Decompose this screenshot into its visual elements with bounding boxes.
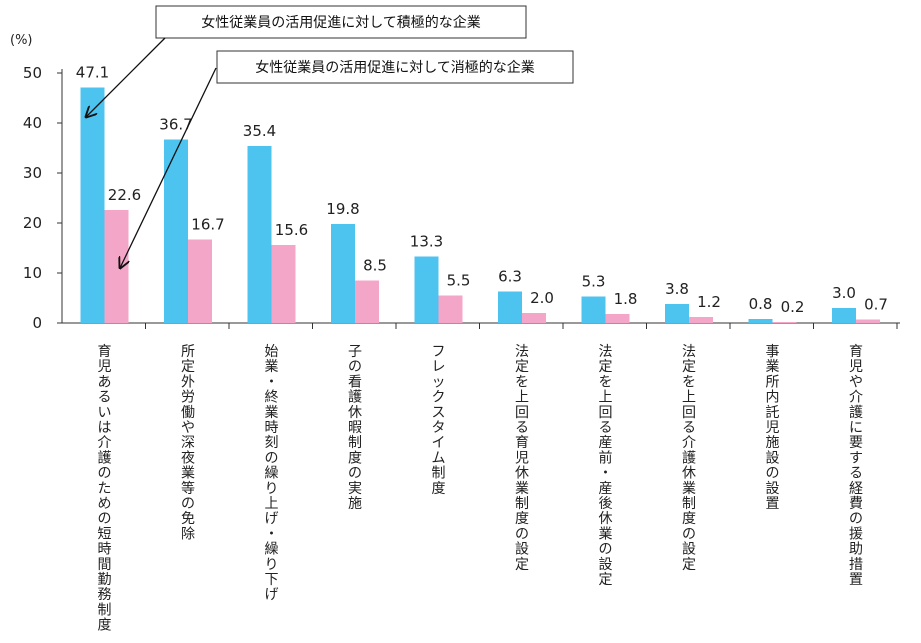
category-label: 育児や介護に要する経費の援助措置: [849, 344, 863, 588]
bar-active: [832, 308, 856, 323]
bar-active: [665, 304, 689, 323]
bar-active: [581, 296, 606, 323]
bar-active: [414, 256, 439, 323]
category-label: 事業所内託児施設の設置: [766, 344, 780, 512]
category-label: 始業・終業時刻の繰り上げ・繰り下げ: [265, 344, 279, 603]
value-label-active: 13.3: [410, 233, 443, 251]
value-label-active: 19.8: [326, 200, 359, 218]
value-label-passive: 1.2: [697, 293, 721, 311]
bar-passive: [188, 239, 212, 323]
value-label-passive: 1.8: [614, 290, 638, 308]
y-tick-label: 10: [23, 264, 42, 282]
value-label-active: 5.3: [582, 273, 606, 291]
value-label-passive: 8.5: [363, 257, 387, 275]
value-label-passive: 2.0: [530, 289, 554, 307]
category-label: 法定を上回る介護休業制度の設定: [682, 344, 696, 573]
value-label-active: 47.1: [76, 64, 109, 82]
bar-active: [80, 87, 105, 323]
y-tick-label: 30: [23, 164, 42, 182]
bar-passive: [104, 210, 129, 323]
value-label-active: 36.7: [159, 116, 192, 134]
value-label-passive: 0.7: [864, 296, 888, 314]
y-tick-label: 40: [23, 114, 42, 132]
value-label-passive: 0.2: [781, 298, 805, 316]
value-label-active: 0.8: [749, 295, 773, 313]
value-label-passive: 15.6: [275, 221, 308, 239]
category-label: 法定を上回る育児休業制度の設定: [515, 344, 529, 573]
value-label-passive: 22.6: [108, 186, 141, 204]
category-labels: 育児あるいは介護のための短時間勤務制度 所定外労働や深夜業等の免除 始業・終業時刻の…: [98, 344, 864, 634]
bar-passive: [355, 280, 379, 323]
legend-arrow: [120, 67, 217, 268]
bar-passive: [772, 322, 797, 323]
value-label-active: 35.4: [243, 122, 276, 140]
bar-passive: [438, 295, 463, 323]
legend-box: [155, 5, 527, 39]
bar-active: [247, 146, 272, 323]
value-label-passive: 5.5: [447, 272, 471, 290]
category-label: フレックスタイム制度: [432, 344, 446, 497]
bar-passive: [689, 317, 713, 323]
y-tick-label: 50: [23, 64, 42, 82]
y-tick-label: 20: [23, 214, 42, 232]
category-label: 所定外労働や深夜業等の免除: [181, 344, 195, 542]
legend-box: [216, 50, 574, 84]
bar-active: [331, 224, 355, 323]
bar-passive: [605, 314, 630, 323]
bars: [80, 87, 880, 323]
bar-passive: [271, 245, 296, 323]
y-unit-label: (%): [10, 33, 33, 48]
value-label-active: 3.8: [665, 280, 689, 298]
bar-active: [498, 291, 522, 323]
category-label: 育児あるいは介護のための短時間勤務制度: [98, 344, 112, 634]
value-labels: 47.1 22.6 36.7 16.7 35.4 15.6 19.8 8.5 13.3 5.5 6.…: [76, 64, 888, 317]
category-label: 子の看護休暇制度の実施: [348, 344, 362, 512]
bar-passive: [522, 313, 546, 323]
value-label-passive: 16.7: [191, 216, 224, 234]
y-tick-label: 0: [32, 314, 42, 332]
legend-text: 女性従業員の活用促進に対して消極的な企業: [255, 59, 535, 76]
legend-arrow: [86, 37, 166, 117]
bar-active: [748, 319, 773, 323]
category-label: 法定を上回る産前・産後休業の設定: [599, 344, 613, 588]
value-label-active: 6.3: [498, 268, 522, 286]
bar-passive: [856, 319, 880, 323]
value-label-active: 3.0: [832, 284, 856, 302]
bar-active: [164, 139, 188, 323]
legend-text: 女性従業員の活用促進に対して積極的な企業: [201, 14, 481, 31]
